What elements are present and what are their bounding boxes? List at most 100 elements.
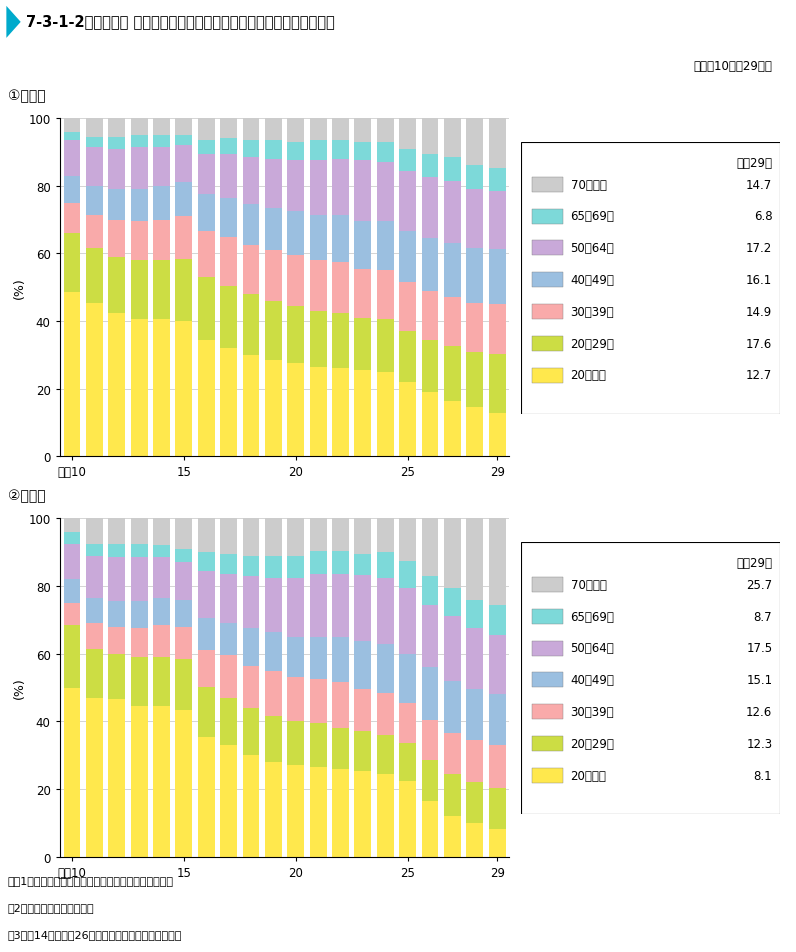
Bar	[153, 598, 170, 625]
Bar	[422, 801, 439, 857]
Bar	[287, 143, 304, 161]
Bar	[332, 313, 349, 369]
Bar	[422, 667, 439, 720]
Bar	[310, 637, 326, 680]
Bar	[220, 348, 237, 457]
Bar	[131, 320, 147, 457]
Bar	[287, 256, 304, 307]
Bar	[332, 728, 349, 769]
Bar	[175, 659, 193, 710]
Text: 20歳未満: 20歳未満	[571, 369, 607, 382]
Bar	[310, 261, 326, 311]
Bar	[108, 558, 125, 602]
Bar	[198, 278, 215, 341]
Bar	[198, 552, 215, 571]
Bar	[444, 401, 461, 457]
Bar	[466, 600, 483, 628]
Bar	[377, 372, 394, 457]
Bar	[354, 119, 371, 143]
Bar	[175, 259, 193, 322]
Bar	[243, 295, 259, 356]
Bar	[220, 656, 237, 698]
Bar	[198, 650, 215, 687]
Text: 65～69歳: 65～69歳	[571, 210, 615, 223]
Bar	[265, 671, 282, 717]
Y-axis label: (%): (%)	[13, 277, 25, 299]
Bar	[532, 336, 563, 351]
Bar	[310, 519, 326, 551]
Bar	[354, 222, 371, 269]
Bar	[377, 519, 394, 553]
Bar	[377, 735, 394, 774]
Bar	[489, 169, 505, 191]
Bar	[422, 154, 439, 178]
Bar	[377, 163, 394, 222]
Bar	[86, 215, 103, 249]
Text: 65～69歳: 65～69歳	[571, 610, 615, 623]
Bar	[400, 332, 416, 383]
Bar	[220, 139, 237, 154]
Bar	[489, 788, 505, 829]
Bar	[243, 246, 259, 295]
Text: 16.1: 16.1	[746, 274, 772, 287]
Bar	[198, 232, 215, 278]
Bar	[489, 414, 505, 457]
Bar	[354, 519, 371, 554]
Text: 14.7: 14.7	[746, 178, 772, 191]
Bar	[332, 551, 349, 575]
Bar	[220, 287, 237, 348]
Bar	[466, 741, 483, 783]
Bar	[332, 160, 349, 215]
Bar	[220, 237, 237, 287]
Bar	[108, 545, 125, 558]
Bar	[489, 694, 505, 745]
Text: 70歳以上: 70歳以上	[571, 578, 607, 591]
Bar	[86, 119, 103, 138]
Bar	[86, 556, 103, 598]
Text: 12.3: 12.3	[746, 737, 772, 750]
Bar	[466, 249, 483, 303]
Bar	[265, 763, 282, 857]
Bar	[64, 519, 80, 532]
Bar	[532, 704, 563, 720]
Bar	[532, 241, 563, 256]
Bar	[310, 161, 326, 215]
Bar	[287, 212, 304, 256]
Bar	[332, 683, 349, 728]
Bar	[287, 578, 304, 637]
Bar	[131, 545, 147, 558]
Bar	[131, 658, 147, 706]
Bar	[444, 244, 461, 298]
Bar	[153, 187, 170, 221]
Bar	[198, 341, 215, 457]
Bar	[354, 370, 371, 457]
Bar	[466, 823, 483, 857]
Bar	[466, 783, 483, 823]
Bar	[377, 774, 394, 857]
Bar	[175, 549, 193, 563]
Text: 50～64歳: 50～64歳	[571, 642, 615, 655]
Bar	[131, 190, 147, 222]
Bar	[354, 143, 371, 161]
Bar	[243, 556, 259, 576]
Bar	[489, 745, 505, 788]
Bar	[175, 563, 193, 600]
Bar	[131, 602, 147, 628]
Bar	[153, 519, 170, 545]
Bar	[489, 191, 505, 249]
Bar	[444, 347, 461, 401]
Bar	[287, 161, 304, 212]
Text: 2　犯行時の年齢による。: 2 犯行時の年齢による。	[8, 902, 95, 912]
Text: 20～29歳: 20～29歳	[571, 737, 615, 750]
Bar	[131, 136, 147, 148]
Bar	[108, 258, 125, 313]
Text: 15.1: 15.1	[746, 674, 772, 686]
Bar	[422, 720, 439, 761]
Bar	[422, 178, 439, 239]
Text: 17.2: 17.2	[746, 242, 772, 255]
Y-axis label: (%): (%)	[13, 677, 25, 699]
Bar	[489, 305, 505, 354]
Bar	[265, 717, 282, 763]
Bar	[422, 239, 439, 291]
Text: 3　平14年から平26年は，危険運転致死傷を含む。: 3 平14年から平26年は，危険運転致死傷を含む。	[8, 929, 182, 940]
